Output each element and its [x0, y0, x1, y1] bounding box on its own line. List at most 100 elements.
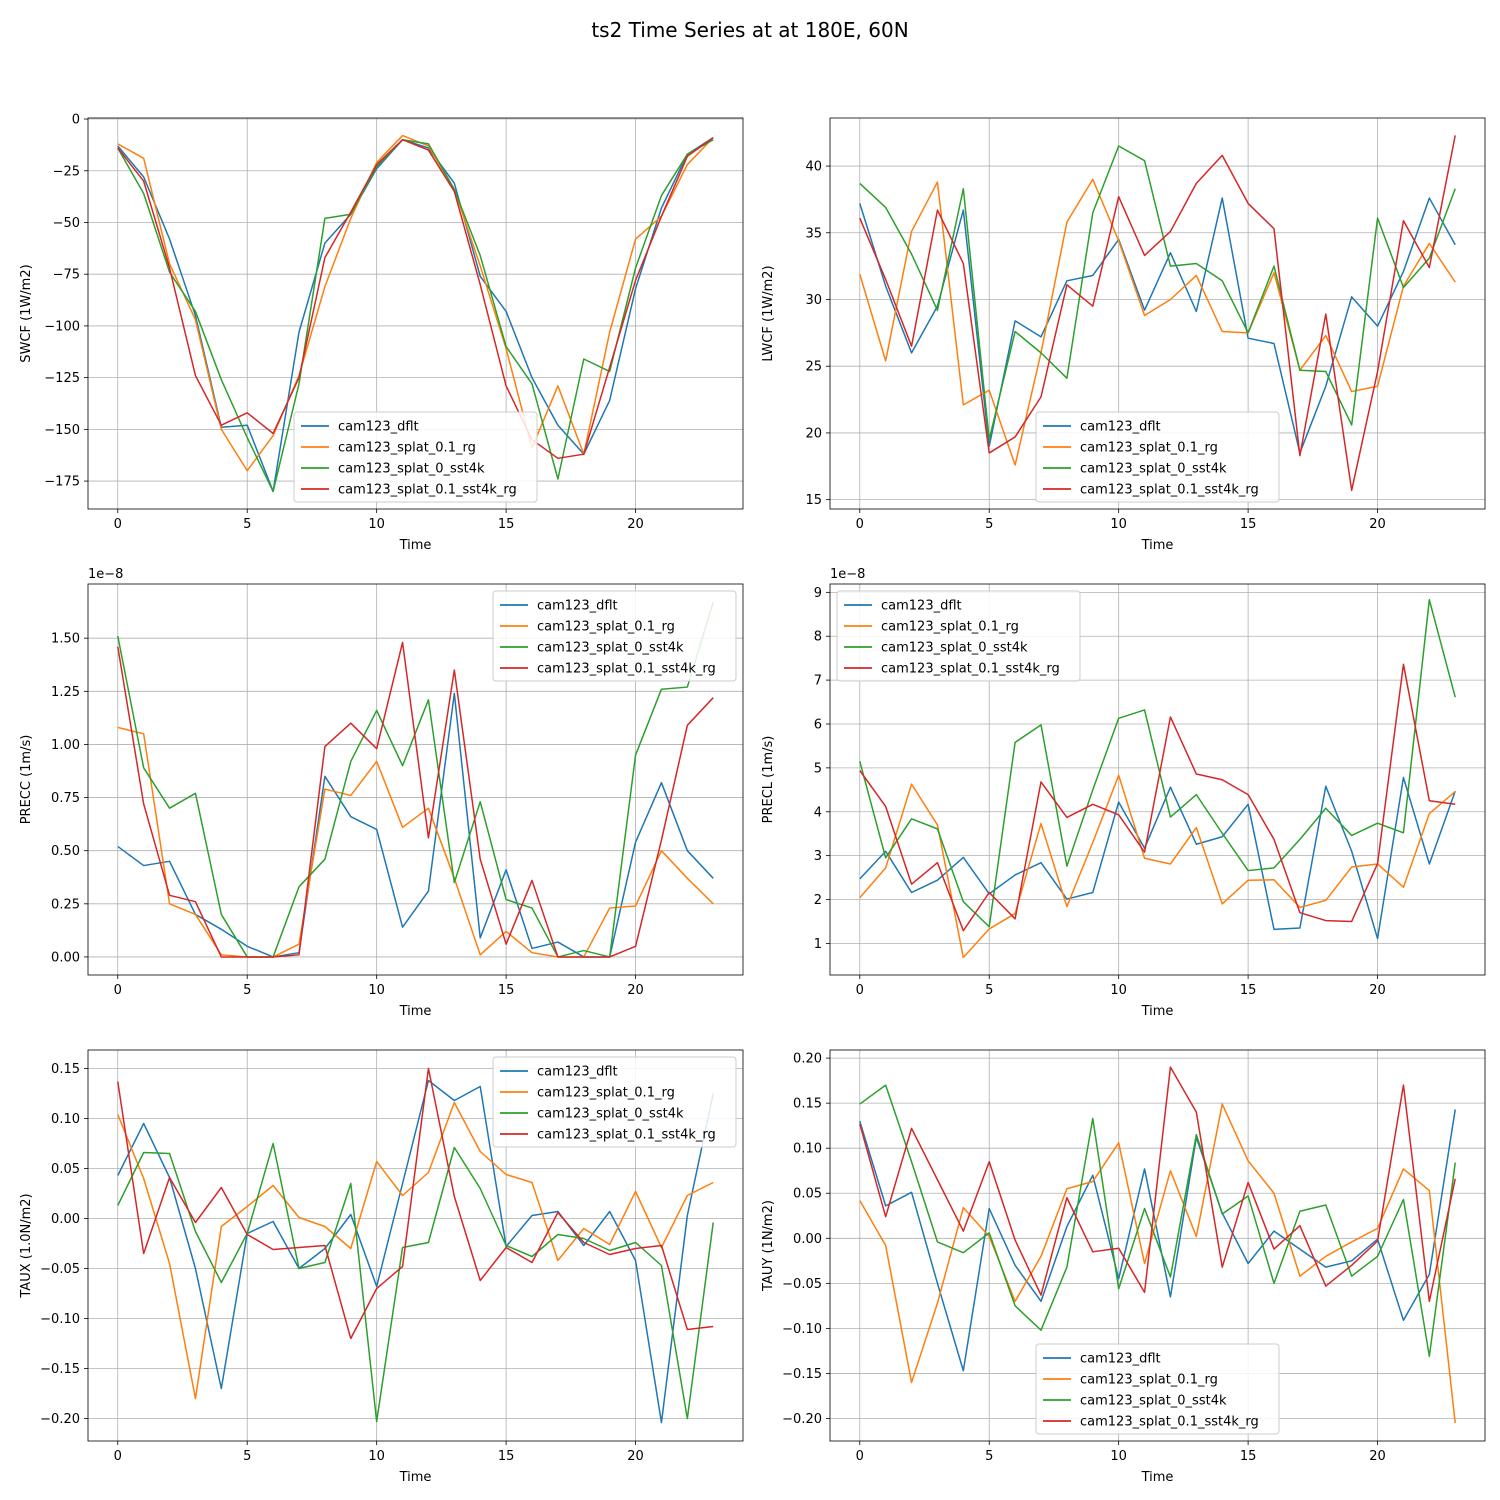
legend: cam123_dflt cam123_splat_0.1_rg cam123_spl…: [1035, 1343, 1280, 1435]
y-axis-label: TAUX (1.0N/m2): [19, 1193, 34, 1298]
legend-frame: [1035, 411, 1280, 503]
x-tick-label: 0: [114, 983, 122, 998]
y-tick-label: 0.00: [793, 1232, 822, 1247]
panels: 0 5 10 15 200−25−50−75−100−125−150−175TimeSW…: [19, 113, 1486, 1485]
chart-panel-taux: 0 5 10 15 20 0.15 0.10 0.05 0.00 −0.05 −0.10 −0.15 −…: [19, 1049, 744, 1485]
x-tick-label: 0: [856, 983, 864, 998]
legend-label-cam123_splat_0.1_rg: cam123_splat_0.1_rg: [338, 441, 476, 456]
y-tick-label: 0.00: [51, 1212, 80, 1227]
chart-panel-swcf: 0 5 10 15 20 0 −25 −50 −75 −100 −125 −150 −175 Time SW…: [19, 113, 744, 553]
legend-label-cam123_splat_0_sst4k: cam123_splat_0_sst4k: [1080, 462, 1227, 477]
y-tick-label: 6: [814, 717, 822, 732]
y-tick-label: −0.20: [40, 1412, 80, 1427]
y-tick-label: 15: [805, 493, 822, 508]
y-tick-label: 30: [805, 293, 822, 308]
legend-label-cam123_dflt: cam123_dflt: [338, 420, 419, 435]
legend-frame: [492, 590, 737, 682]
axes-frame: [87, 117, 744, 510]
x-tick-label: 20: [627, 983, 644, 998]
legend-label-cam123_splat_0.1_sst4k_rg: cam123_splat_0.1_sst4k_rg: [1080, 483, 1259, 498]
legend: cam123_dflt cam123_splat_0.1_rg cam123_spl…: [492, 1056, 737, 1148]
y-tick-label: −0.05: [40, 1262, 80, 1277]
y-tick-label: 0.05: [51, 1162, 80, 1177]
legend-label-cam123_splat_0.1_sst4k_rg: cam123_splat_0.1_sst4k_rg: [1080, 1415, 1259, 1430]
axes-frame: [87, 1049, 744, 1442]
y-tick-label: 20: [805, 426, 822, 441]
y-tick-label: −0.15: [40, 1362, 80, 1377]
chart-panel-precl: 0 5 10 15 20 1 2 3 4 5 6 7 8 9 Time PRECL (1m/s) 1e−8 cam…: [761, 567, 1486, 1019]
y-tick-label: −0.15: [782, 1367, 822, 1382]
series-line-cam123_splat_0_sst4k: [117, 601, 714, 958]
legend-label-cam123_splat_0.1_rg: cam123_splat_0.1_rg: [537, 1086, 675, 1101]
y-tick-label: 0.00: [51, 950, 80, 965]
legend-label-cam123_dflt: cam123_dflt: [1080, 420, 1161, 435]
y-tick-label: −175: [44, 475, 80, 490]
x-tick-label: 0: [856, 517, 864, 532]
x-tick-label: 0: [856, 1449, 864, 1464]
series-line-cam123_splat_0.1_sst4k_rg: [117, 137, 714, 460]
legend-label-cam123_splat_0.1_sst4k_rg: cam123_splat_0.1_sst4k_rg: [881, 662, 1060, 677]
y-tick-label: 0: [72, 113, 80, 128]
y-tick-label: 8: [814, 630, 822, 645]
series-line-cam123_splat_0.1_sst4k_rg: [859, 135, 1456, 492]
series-line-cam123_dflt: [117, 1079, 714, 1424]
legend-label-cam123_splat_0_sst4k: cam123_splat_0_sst4k: [1080, 1394, 1227, 1409]
y-tick-label: 0.25: [51, 897, 80, 912]
y-axis-label: TAUY (1N/m2): [761, 1200, 776, 1292]
axes-frame: [87, 583, 744, 976]
x-tick-label: 10: [368, 983, 385, 998]
legend-frame: [293, 411, 538, 503]
legend-label-cam123_splat_0.1_sst4k_rg: cam123_splat_0.1_sst4k_rg: [537, 1128, 716, 1143]
series-line-cam123_splat_0_sst4k: [859, 599, 1456, 928]
chart-panel-precc: 0 5 10 15 20 0.00 0.25 0.50 0.75 1.00 1.25 1.50 Time…: [19, 567, 744, 1019]
y-tick-label: −50: [53, 216, 80, 231]
series-line-cam123_splat_0.1_sst4k_rg: [117, 641, 714, 958]
x-tick-label: 15: [1240, 1449, 1257, 1464]
x-tick-label: 10: [1110, 983, 1127, 998]
y-tick-label: 1: [814, 937, 822, 952]
axes-frame: [829, 583, 1486, 976]
y-tick-label: −150: [44, 423, 80, 438]
series-line-cam123_dflt: [859, 197, 1456, 454]
x-tick-label: 5: [985, 1449, 993, 1464]
legend-label-cam123_splat_0_sst4k: cam123_splat_0_sst4k: [881, 641, 1028, 656]
y-tick-label: 5: [814, 761, 822, 776]
y-tick-label: 3: [814, 849, 822, 864]
y-tick-label: 0.10: [793, 1142, 822, 1157]
x-axis-label: Time: [1141, 1470, 1174, 1485]
y-tick-label: −125: [44, 371, 80, 386]
legend-label-cam123_splat_0_sst4k: cam123_splat_0_sst4k: [338, 462, 485, 477]
y-tick-label: −25: [53, 164, 80, 179]
y-tick-label: −0.05: [782, 1277, 822, 1292]
axes-frame: [829, 117, 1486, 510]
y-tick-label: 7: [814, 674, 822, 689]
y-tick-label: 0.15: [51, 1062, 80, 1077]
y-tick-label: 9: [814, 586, 822, 601]
series-line-cam123_splat_0.1_sst4k_rg: [859, 1066, 1456, 1303]
series-line-cam123_dflt: [117, 692, 714, 958]
y-tick-label: 35: [805, 226, 822, 241]
figure-title: ts2 Time Series at at 180E, 60N: [591, 18, 908, 42]
y-tick-label: −75: [53, 268, 80, 283]
y-axis-label: PRECC (1m/s): [19, 735, 34, 825]
x-tick-label: 10: [368, 1449, 385, 1464]
x-axis-label: Time: [399, 1004, 432, 1019]
x-tick-label: 10: [368, 517, 385, 532]
legend-frame: [836, 590, 1081, 682]
series-line-cam123_dflt: [859, 1109, 1456, 1372]
axis-offset-label: 1e−8: [88, 567, 123, 582]
x-tick-label: 5: [985, 517, 993, 532]
y-tick-label: 1.00: [51, 738, 80, 753]
y-tick-label: 0.50: [51, 844, 80, 859]
x-tick-label: 15: [498, 517, 515, 532]
series-line-cam123_splat_0.1_rg: [117, 1101, 714, 1400]
legend-label-cam123_splat_0.1_rg: cam123_splat_0.1_rg: [1080, 441, 1218, 456]
x-tick-label: 5: [243, 983, 251, 998]
y-tick-label: −0.20: [782, 1412, 822, 1427]
legend: cam123_dflt cam123_splat_0.1_rg cam123_spl…: [293, 411, 538, 503]
y-tick-label: 40: [805, 160, 822, 175]
axis-offset-label: 1e−8: [830, 567, 865, 582]
series-line-cam123_splat_0_sst4k: [859, 145, 1456, 441]
series-line-cam123_splat_0_sst4k: [117, 1142, 714, 1423]
